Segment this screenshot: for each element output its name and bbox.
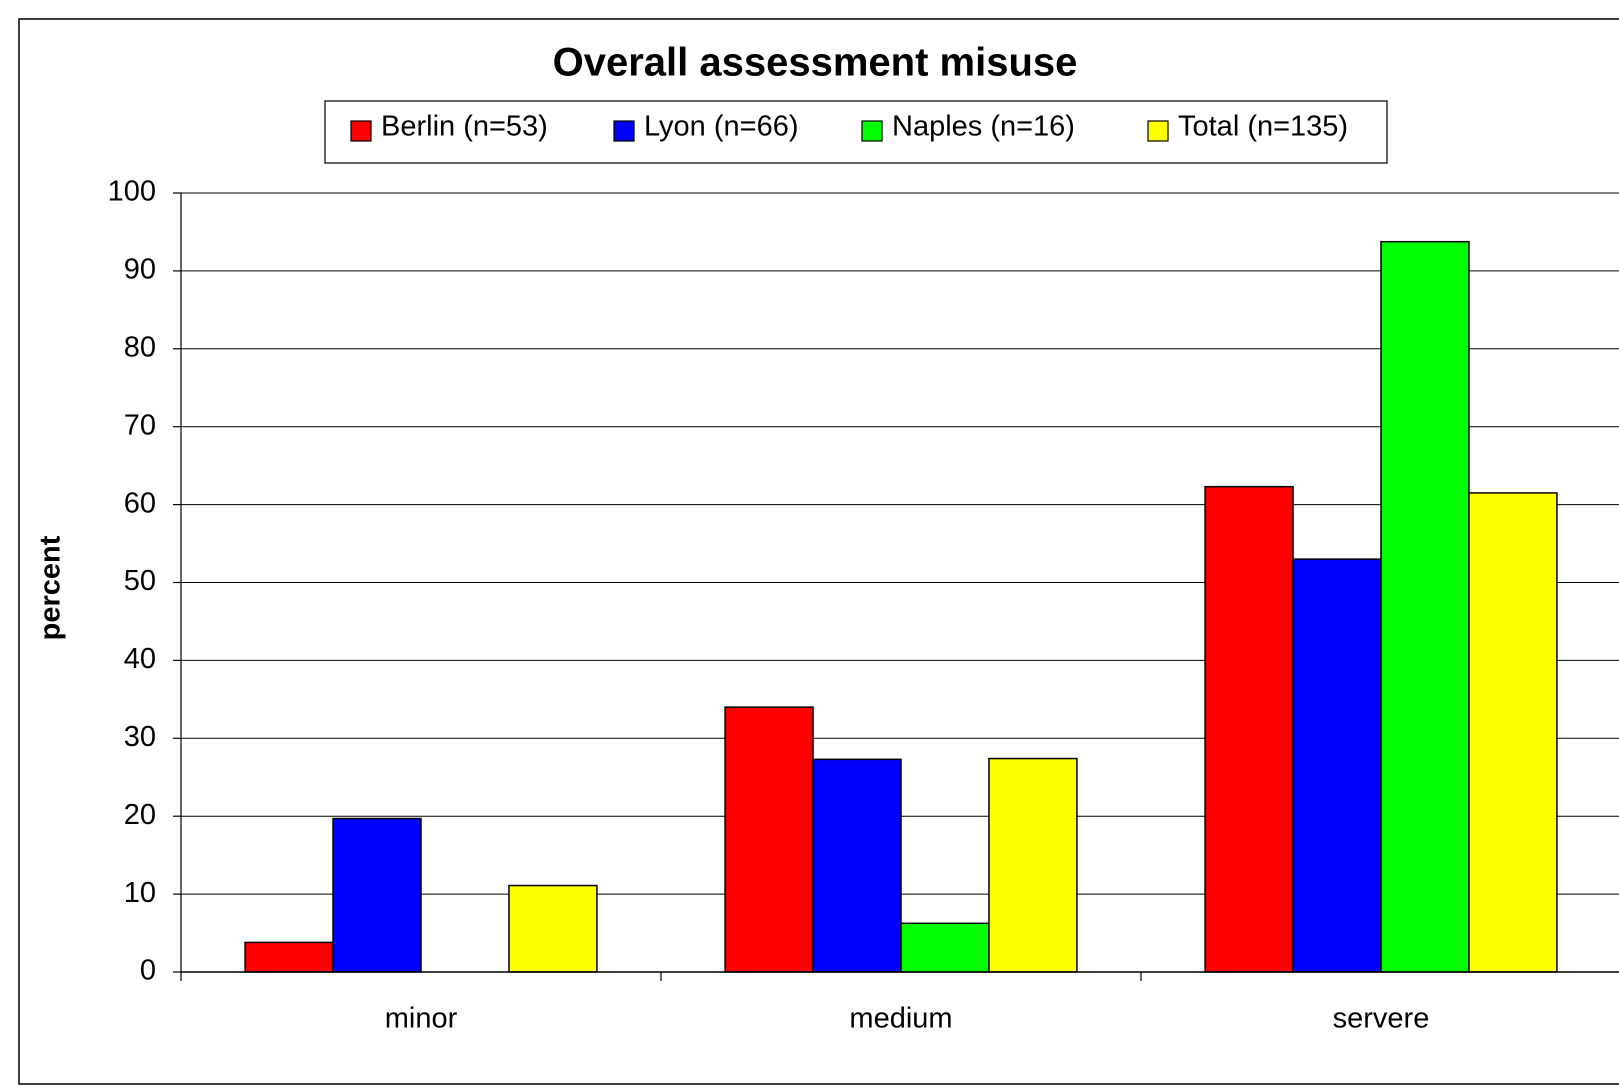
y-tick-label: 40 <box>124 643 156 675</box>
bar <box>812 758 902 973</box>
legend-swatch <box>861 120 883 142</box>
y-axis-label: percent <box>35 535 67 640</box>
y-tick-label: 10 <box>124 877 156 909</box>
legend-swatch <box>350 120 372 142</box>
x-tick-label: medium <box>849 1003 952 1035</box>
y-tick-label: 80 <box>124 331 156 363</box>
y-tick-label: 50 <box>124 565 156 597</box>
bar <box>508 884 598 973</box>
legend-label: Berlin (n=53) <box>381 111 548 143</box>
y-tick-label: 30 <box>124 721 156 753</box>
y-tick-label: 20 <box>124 799 156 831</box>
legend-swatch <box>613 120 635 142</box>
y-tick-label: 0 <box>140 955 156 987</box>
chart-title: Overall assessment misuse <box>553 41 1078 85</box>
legend-label: Lyon (n=66) <box>644 111 799 143</box>
bar <box>988 757 1078 973</box>
chart-frame <box>18 18 1619 1085</box>
y-tick-label: 100 <box>108 176 156 208</box>
x-tick-label: servere <box>1333 1003 1430 1035</box>
y-tick-label: 60 <box>124 487 156 519</box>
legend-label: Naples (n=16) <box>892 111 1075 143</box>
bar <box>724 706 814 973</box>
legend-label: Total (n=135) <box>1178 111 1348 143</box>
bar <box>332 817 422 973</box>
bar <box>900 922 990 973</box>
x-tick-label: minor <box>385 1003 458 1035</box>
y-tick-label: 90 <box>124 254 156 286</box>
bar <box>1204 485 1294 973</box>
legend-box <box>324 100 1388 164</box>
y-tick-label: 70 <box>124 409 156 441</box>
legend-swatch <box>1147 120 1169 142</box>
bar <box>1468 492 1558 973</box>
bar <box>244 941 334 973</box>
bar <box>1292 558 1382 973</box>
bar <box>1380 240 1470 973</box>
